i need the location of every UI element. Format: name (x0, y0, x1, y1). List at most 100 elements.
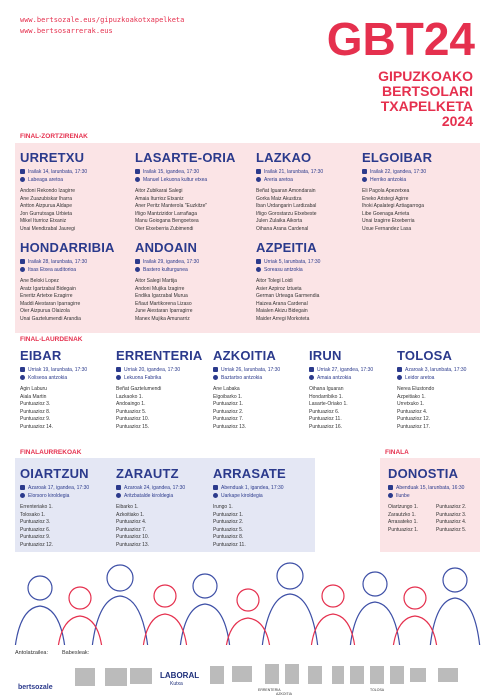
bertsolari-name: Endika Igarzabal Murua (135, 293, 188, 300)
calendar-icon (256, 259, 261, 264)
city-name: HONDARRIBIA (20, 240, 115, 255)
event-venue: Koliseoa antzokia (28, 375, 68, 381)
event-venue: Bastero kulturgunea (143, 267, 188, 273)
bertsolari-name: Maialen Akizu Bidegain (256, 308, 308, 315)
calendar-icon (397, 367, 402, 372)
location-icon (20, 177, 25, 182)
bertsolari-name: Puntuazioz 4. (116, 519, 147, 526)
bertsolari-name: Irungo 1. (213, 504, 233, 510)
city-name: ELGOIBAR (362, 150, 433, 165)
bertsolari-name: Gorka Maiz Akustiza (256, 195, 302, 202)
location-icon (116, 493, 121, 498)
bertsolari-name: Eñaut Martikorena Lizaso (135, 300, 192, 307)
bertsolari-name: Eneko Aristegi Agirre (362, 195, 409, 202)
bertsolari-name: Maddi Aiestaran Iparragirre (20, 300, 81, 307)
calendar-icon (362, 169, 367, 174)
url: www.bertsozale.eus/gipuzkoakotxapelketa (20, 16, 185, 24)
bertsolari-name: Puntuazioz 8. (213, 534, 244, 541)
crowd-illustration (14, 562, 481, 648)
bertsolari-name: Puntuazioz 16. (309, 424, 343, 430)
city-name: LASARTE-ORIA (135, 150, 236, 165)
section-bg (15, 143, 480, 333)
location-icon (20, 267, 25, 272)
url: www.bertsosarrerak.eus (20, 27, 113, 35)
bertsolari-name: Oiartzungo 1. (388, 504, 419, 510)
event-date: Urriak 19, larunbata, 17:30 (28, 367, 88, 373)
calendar-icon (20, 485, 25, 490)
bertsolari-name: Lasarte-Oriako 1. (309, 401, 348, 408)
event-venue: Baztartxo antzokia (221, 375, 263, 381)
bertsolari-name: Puntuazioz 6. (20, 526, 51, 533)
bertsolari-name: Hondarribiko 1. (309, 393, 343, 400)
bertsolari-name: Haizea Arana Cardenal (256, 300, 308, 307)
city-name: URRETXU (20, 150, 85, 165)
event-date: Irailak 22, igandea, 17:30 (370, 169, 427, 175)
bertsolari-name: Agin Laburu (20, 386, 47, 392)
bertsolari-name: Puntuazioz 17. (397, 424, 431, 430)
city-name: ERRENTERIA (116, 348, 203, 363)
bertsolari-name: Mikel Iturrioz Etxaniz (20, 218, 67, 225)
subtitle: GIPUZKOAKO (378, 68, 473, 84)
location-icon (213, 493, 218, 498)
city-name: ZARAUTZ (116, 466, 179, 481)
calendar-icon (20, 259, 25, 264)
bertsolari-name: Puntuazioz 5. (116, 408, 147, 415)
bertsolari-name: Asier Azpiroz Iztueta (256, 285, 302, 292)
sponsors-label: Babesleak: (62, 650, 90, 656)
calendar-icon (309, 367, 314, 372)
calendar-icon (116, 367, 121, 372)
bertsolari-name: Aner Peritz Manterola "Euzkitze" (135, 203, 208, 210)
bertsolari-name: June Aiestaran Iparragirre (135, 308, 193, 315)
location-icon (116, 375, 121, 380)
bertsolari-name: Iban Urdangarin Lardizabal (256, 203, 317, 210)
bertsolari-name: Unai Izagirre Etxeberria (362, 218, 415, 225)
bertsolari-name: Arrasateko 1. (388, 519, 418, 526)
event-venue: Areria aretoa (264, 177, 293, 183)
logo-text: Kutxa (170, 681, 183, 687)
calendar-icon (213, 485, 218, 490)
subtitle: TXAPELKETA (380, 98, 473, 114)
bertsolari-name: Beñat Gaztelumendi (116, 386, 162, 392)
bertsolari-name: Aitor Salegi Martija (135, 278, 177, 284)
bertsolari-name: Oier Aizpurua Olaizola (20, 308, 70, 315)
bertsolari-name: Lazkaoko 1. (116, 393, 143, 400)
bertsolari-name: Puntuazioz 10. (116, 534, 150, 541)
bertsolari-name: Antton Aizpurua Aldape (20, 203, 72, 210)
subtitle: BERTSOLARI (382, 83, 473, 99)
city-name: IRUN (309, 348, 342, 363)
bertsolari-name: Elgoibarko 1. (213, 393, 243, 400)
event-date: Irailak 29, igandea, 17:30 (143, 259, 200, 265)
bertsolari-name: Puntuazioz 9. (20, 534, 51, 541)
bertsolari-name: Puntuazioz 13. (213, 424, 247, 430)
bertsolari-name: Puntuazioz 3. (436, 511, 467, 518)
bertsolari-name: Eibarko 1. (116, 504, 139, 510)
event-venue: Labeaga aretoa (28, 177, 64, 183)
location-icon (256, 177, 261, 182)
bertsolari-name: Libe Goenaga Arrieta (362, 210, 410, 217)
logo-text: ERRENTERIA (258, 688, 281, 692)
location-icon (135, 177, 140, 182)
city-name: TOLOSA (397, 348, 453, 363)
logo-text: bertsozale (18, 684, 53, 691)
section-label: FINALA (385, 449, 409, 456)
bertsolari-name: Puntuazioz 4. (436, 519, 467, 526)
city-name: EIBAR (20, 348, 62, 363)
bertsolari-name: Nerea Elustondo (397, 386, 435, 392)
section-label: FINALAURREKOAK (20, 449, 82, 456)
bertsolari-name: Puntuazioz 2. (213, 519, 244, 526)
bertsolari-name: Unai Gaztelumendi Arandia (20, 316, 81, 322)
bertsolari-name: Iñigo Gorostarzu Etxebeste (256, 210, 317, 217)
location-icon (20, 493, 25, 498)
event-venue: Leidor aretoa (405, 375, 435, 381)
event-venue: Ilunbe (396, 493, 410, 499)
bertsolari-name: Aratz Igartzabal Bidegain (20, 285, 76, 292)
bertsolari-name: Ane Beloki Lopez (20, 278, 59, 284)
event-date: Urriak 27, igandea, 17:30 (317, 367, 374, 373)
bertsolari-name: Beñat Iguaran Amondarain (256, 188, 316, 194)
event-venue: Lekuona Fabrika (124, 375, 162, 381)
bertsolari-name: Puntuazioz 15. (116, 424, 150, 430)
location-icon (20, 375, 25, 380)
bertsolari-name: Manu Goiogana Bengoetxea (135, 218, 199, 225)
bertsolari-name: Andoni Rekondo Izagirre (20, 188, 76, 194)
bertsolari-name: Puntuazioz 7. (116, 526, 147, 533)
